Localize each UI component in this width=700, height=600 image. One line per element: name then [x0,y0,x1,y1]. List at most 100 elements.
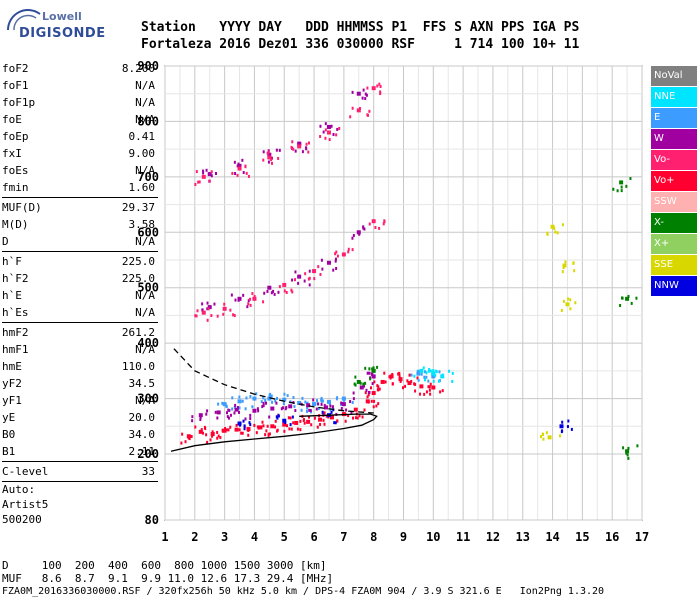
data-point [282,422,287,427]
echo-dot [219,436,222,440]
param-row: foEp 0.41 [2,128,158,145]
y-tick-label: 200 [137,447,159,461]
echo-dot [365,388,368,392]
param-name: h`F [2,255,22,268]
echo-dot [374,226,377,230]
echo-dot [313,416,316,420]
echo-dot [194,425,197,429]
echo-dot [264,401,267,405]
echo-dot [363,227,366,231]
echo-dot [612,187,615,191]
param-value: N/A [135,96,155,109]
legend-item: X- [651,213,697,233]
echo-dot [234,298,237,302]
echo-dot [391,382,394,386]
echo-dot [335,397,338,401]
echo-dot [245,396,248,400]
echo-dot [354,375,357,379]
data-point [198,413,203,418]
echo-dot [299,142,302,146]
echo-dot [389,376,392,380]
data-point [341,402,346,407]
echo-dot [268,415,271,419]
echo-dot [334,257,337,261]
echo-dot [214,410,217,414]
echo-dot [398,375,401,379]
echo-dot [226,411,229,415]
echo-dot [317,402,320,406]
echo-dot [260,400,263,404]
echo-dot [223,302,226,306]
echo-dot [423,378,426,382]
echo-dot [282,402,285,406]
echo-dot [253,295,256,299]
echo-dot [349,115,352,119]
param-separator [2,481,158,482]
echo-dot [247,299,250,303]
legend-item: X+ [651,234,697,254]
echo-dot [243,424,246,428]
echo-dot [196,309,199,313]
echo-dot [359,381,362,385]
echo-dot [343,398,346,402]
data-point [389,374,394,379]
data-point [380,379,385,384]
param-name: h`F2 [2,272,29,285]
echo-dot [361,96,364,100]
data-point [326,399,331,404]
echo-dot [320,396,323,400]
echo-dot [342,412,345,416]
param-value: N/A [135,289,155,302]
x-tick-label: 16 [605,530,619,544]
echo-dot [303,279,306,283]
echo-dot [437,379,440,383]
param-value: N/A [135,113,155,126]
echo-dot [312,398,315,402]
echo-dot [561,223,564,227]
echo-dot [439,390,442,394]
echo-dot [241,158,244,162]
echo-dot [285,424,288,428]
data-point [201,174,206,179]
echo-dot [290,427,293,431]
y-tick-label: 900 [137,59,159,73]
echo-dot [225,404,228,408]
echo-dot [270,158,273,162]
data-point [353,407,358,412]
echo-dot [383,371,386,375]
echo-dot [276,416,279,420]
echo-dot [249,303,252,307]
echo-dot [627,446,630,450]
echo-dot [333,421,336,425]
echo-dot [367,393,370,397]
echo-dot [240,431,243,435]
echo-dot [217,402,220,406]
echo-dot [293,404,296,408]
param-name: fmin [2,181,29,194]
echo-dot [246,305,249,309]
echo-dot [319,422,322,426]
echo-dot [304,400,307,404]
echo-dot [222,312,225,316]
echo-dot [308,276,311,280]
param-name: foEp [2,130,29,143]
x-tick-label: 3 [221,530,228,544]
data-point [198,429,203,434]
data-point [625,296,630,301]
echo-dot [572,261,575,265]
echo-dot [238,410,241,414]
echo-dot [320,402,323,406]
data-point [356,230,361,235]
data-point [297,401,302,406]
x-tick-label: 4 [251,530,258,544]
echo-dot [541,433,544,437]
echo-dot [377,402,380,406]
param-value: 8.200 [121,62,155,75]
echo-dot [334,252,337,256]
data-point [312,402,317,407]
echo-dot [366,395,369,399]
echo-dot [554,230,557,234]
data-point [297,141,302,146]
echo-dot [305,409,308,413]
echo-dot [365,93,368,97]
